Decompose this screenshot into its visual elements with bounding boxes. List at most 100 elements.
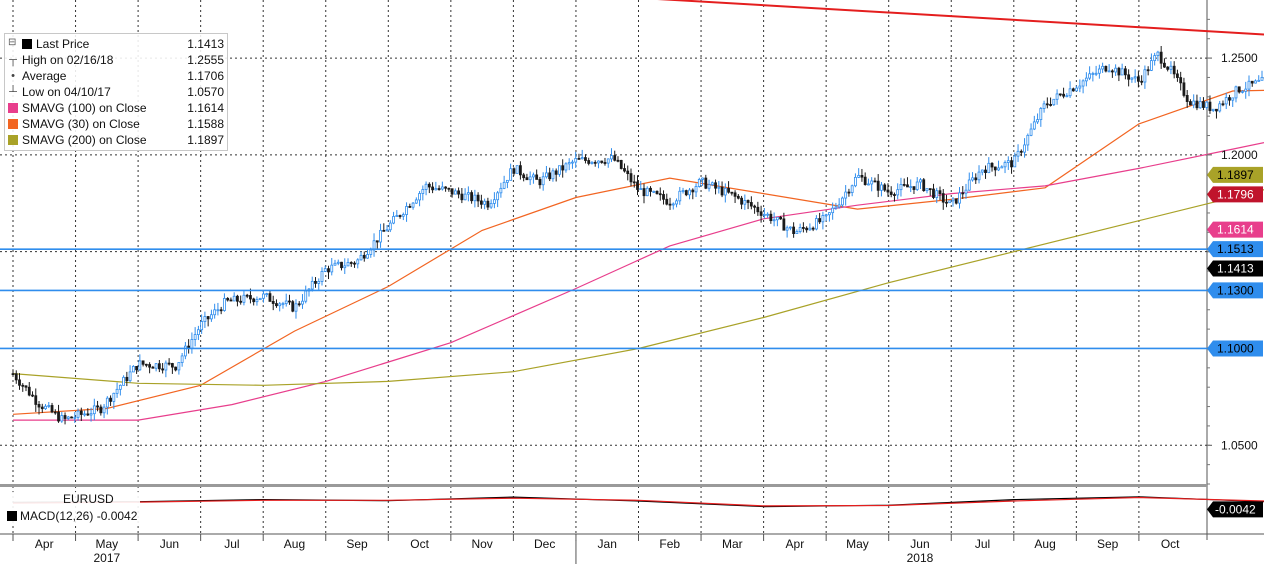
candle-body bbox=[284, 300, 288, 305]
candle-body bbox=[183, 345, 187, 357]
candle-body bbox=[1247, 80, 1251, 90]
candle-body bbox=[398, 215, 402, 217]
macd-value: -0.0042 bbox=[96, 509, 138, 523]
macd-label: MACD(12,26) bbox=[20, 509, 94, 523]
candle-body bbox=[320, 270, 324, 282]
candle-body bbox=[157, 363, 161, 370]
value-tag-box bbox=[1207, 221, 1263, 238]
candle-body bbox=[99, 406, 103, 414]
candle-body bbox=[515, 165, 519, 174]
candle-body bbox=[1081, 80, 1085, 87]
candle-body bbox=[769, 213, 773, 222]
candle-body bbox=[447, 187, 451, 190]
candle-body bbox=[854, 176, 857, 187]
candle-body bbox=[219, 309, 223, 312]
candle-body bbox=[395, 215, 399, 217]
candle-body bbox=[945, 201, 948, 204]
candle-body bbox=[135, 366, 138, 371]
candle-body bbox=[860, 175, 864, 178]
candle-body bbox=[213, 309, 217, 316]
candle-body bbox=[707, 184, 711, 189]
candle-body bbox=[538, 179, 542, 186]
candle-body bbox=[1068, 88, 1072, 97]
x-month-label: Feb bbox=[659, 537, 680, 551]
legend-value: 1.0570 bbox=[187, 85, 224, 99]
candle-body bbox=[437, 188, 441, 190]
candle-body bbox=[1234, 86, 1238, 99]
candle-body bbox=[265, 293, 269, 296]
candle-body bbox=[756, 206, 760, 213]
candle-body bbox=[1136, 76, 1140, 82]
candle-body bbox=[424, 183, 428, 190]
legend-label: Last Price bbox=[36, 37, 90, 51]
candle-body bbox=[255, 299, 259, 303]
candle-body bbox=[369, 249, 373, 255]
candle-body bbox=[883, 184, 887, 191]
candle-body bbox=[688, 189, 691, 196]
x-month-label: Aug bbox=[284, 537, 305, 551]
candle-body bbox=[151, 366, 155, 369]
candle-body bbox=[1133, 76, 1137, 79]
horizontal-levels bbox=[0, 0, 1264, 350]
candle-body bbox=[1202, 101, 1205, 108]
candle-body bbox=[193, 334, 197, 340]
candle-body bbox=[275, 303, 278, 307]
candle-body bbox=[141, 360, 145, 365]
price-candles bbox=[11, 45, 1264, 425]
candle-body bbox=[626, 170, 630, 175]
candle-body bbox=[96, 405, 99, 408]
candle-body bbox=[206, 316, 210, 320]
value-tag: 1.1796 bbox=[1207, 186, 1263, 203]
candle-body bbox=[723, 187, 727, 196]
value-tag-label: 1.1614 bbox=[1217, 223, 1254, 237]
candle-body bbox=[1094, 72, 1098, 75]
candle-body bbox=[239, 300, 243, 303]
candle-body bbox=[89, 413, 93, 416]
x-month-label: Jul bbox=[975, 537, 990, 551]
candle-body bbox=[824, 214, 828, 217]
legend-collapse-icon[interactable]: ⊟ bbox=[8, 37, 17, 48]
candle-body bbox=[902, 184, 906, 186]
candle-body bbox=[545, 172, 548, 178]
candle-body bbox=[603, 162, 607, 164]
candle-body bbox=[772, 219, 776, 222]
candle-body bbox=[551, 170, 555, 180]
candle-body bbox=[548, 172, 552, 180]
candle-body bbox=[236, 295, 239, 302]
candle-body bbox=[850, 185, 854, 193]
candle-body bbox=[857, 175, 861, 178]
y-tick-label: 1.0500 bbox=[1221, 438, 1258, 452]
x-month-label: Jul bbox=[224, 537, 239, 551]
candle-body bbox=[476, 194, 480, 202]
candle-body bbox=[590, 161, 594, 164]
candle-body bbox=[694, 186, 698, 193]
candle-body bbox=[925, 188, 929, 192]
candle-body bbox=[935, 190, 939, 198]
candle-body bbox=[281, 303, 285, 306]
candle-body bbox=[759, 211, 763, 216]
legend-row: SMAVG (100) on Close 1.1614 bbox=[8, 100, 224, 116]
legend-swatch bbox=[8, 103, 18, 113]
candle-body bbox=[951, 198, 955, 202]
candle-body bbox=[460, 193, 464, 201]
candle-body bbox=[1088, 73, 1092, 79]
macd-value-tag-label: -0.0042 bbox=[1215, 502, 1256, 516]
candle-body bbox=[24, 385, 28, 388]
candle-body bbox=[1163, 62, 1166, 68]
candle-body bbox=[1101, 65, 1105, 70]
candle-body bbox=[223, 298, 226, 311]
candle-body bbox=[639, 188, 643, 190]
candle-body bbox=[278, 303, 282, 307]
candle-body bbox=[567, 162, 571, 165]
macd-line bbox=[12, 496, 1264, 507]
candle-body bbox=[1169, 65, 1173, 70]
candle-body bbox=[314, 280, 317, 284]
x-year-label: 2017 bbox=[93, 551, 120, 564]
candle-body bbox=[642, 188, 646, 197]
candle-body bbox=[1179, 77, 1183, 84]
candle-body bbox=[525, 177, 529, 181]
candle-body bbox=[466, 192, 470, 195]
candle-body bbox=[571, 161, 574, 164]
candle-body bbox=[1036, 119, 1039, 123]
candle-body bbox=[340, 261, 343, 269]
